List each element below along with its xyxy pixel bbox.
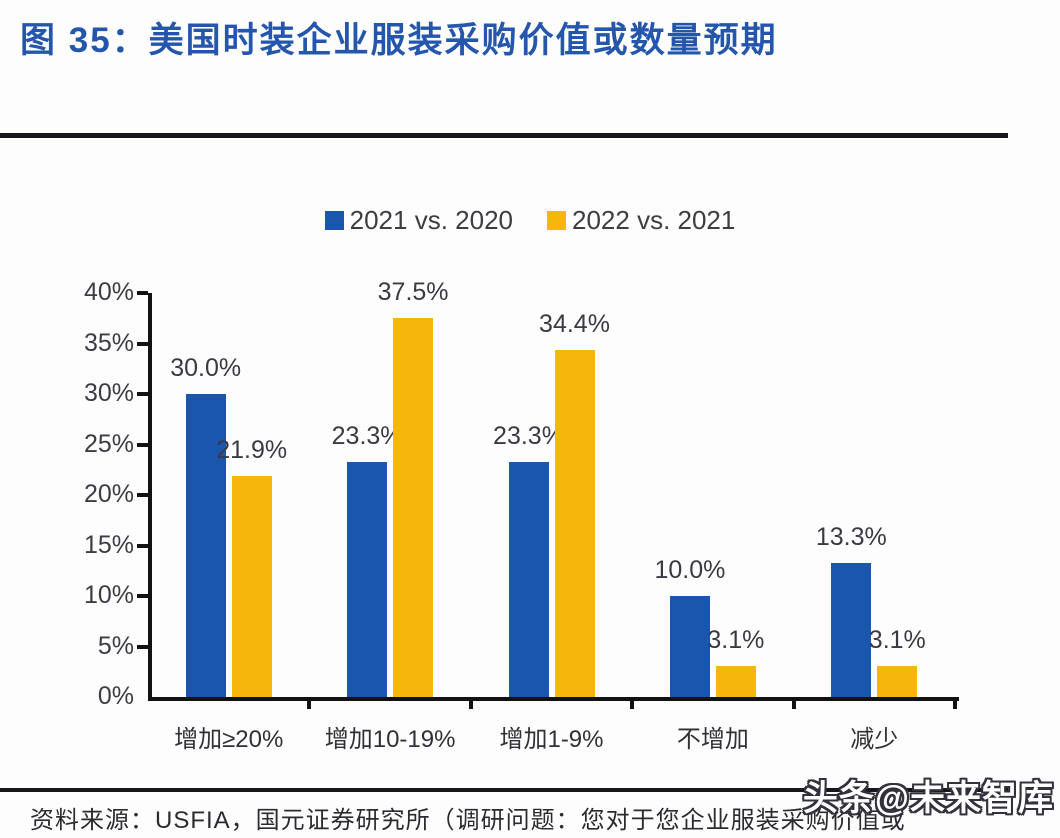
y-axis-tick-label: 15% [83,530,134,559]
legend-label: 2021 vs. 2020 [349,205,513,235]
bar [877,665,918,697]
legend-item: 2022 vs. 2021 [547,205,735,236]
y-axis-tick-label: 20% [83,480,134,508]
bar-value-label: 37.5% [377,278,449,307]
source-note: 资料来源：USFIA，国元证券研究所（调研问题：您对于您企业服装采购价值或 [30,807,906,834]
bar [231,475,272,697]
figure-title: 图 35：美国时装企业服装采购价值或数量预期 [20,21,778,60]
legend-swatch [547,211,566,230]
y-axis-tick [137,291,148,295]
bar [554,349,595,697]
y-axis-tick-label: 40% [83,278,134,306]
category-label: 增加10-19% [324,726,456,753]
bar [715,665,756,697]
y-axis-tick [137,493,148,497]
legend-item: 2021 vs. 2020 [324,205,513,236]
footer-divider [0,788,1008,792]
x-axis-tick [468,697,473,709]
x-axis-tick [630,697,635,709]
bar [508,461,549,697]
x-axis-tick [791,697,796,709]
y-axis-tick-label: 10% [83,581,134,609]
bar-value-label: 13.3% [815,522,887,551]
bar-value-label: 30.0% [170,354,242,382]
y-axis-tick-label: 30% [83,379,134,407]
title-divider [0,133,1008,138]
bar-value-label: 34.4% [539,309,610,338]
x-axis-tick [307,697,312,709]
category-label: 增加≥20% [174,726,284,753]
axis-frame [148,293,959,701]
bar-value-label: 23.3% [331,421,403,450]
bar-value-label: 10.0% [654,556,726,584]
bar-value-label: 23.3% [493,421,564,450]
chart-legend: 2021 vs. 2020 2022 vs. 2021 [0,205,1060,236]
y-axis-tick-label: 25% [83,429,134,458]
bar [347,461,388,697]
y-axis-tick-label: 35% [83,328,134,357]
bar [185,394,226,697]
category-label: 不增加 [676,726,749,753]
legend-label: 2022 vs. 2021 [572,205,736,235]
y-axis-tick-label: 5% [97,631,134,660]
y-axis-tick [137,644,148,649]
bar-value-label: 21.9% [216,435,288,464]
y-axis-tick [137,341,148,346]
bar [669,596,710,697]
category-label: 减少 [850,726,899,753]
y-axis-tick-label: 0% [97,682,134,710]
y-axis-tick [137,543,148,548]
y-axis-tick [137,392,148,396]
legend-swatch [324,211,344,230]
bar [831,562,872,697]
x-axis-tick [953,697,957,709]
watermark: 头条@未来智库 [802,779,1054,818]
y-axis-tick [137,594,148,598]
bar [393,318,434,697]
bar-value-label: 3.1% [868,625,926,654]
category-label: 增加1-9% [499,726,604,753]
bar-value-label: 3.1% [707,625,765,654]
y-axis-tick [137,442,148,447]
